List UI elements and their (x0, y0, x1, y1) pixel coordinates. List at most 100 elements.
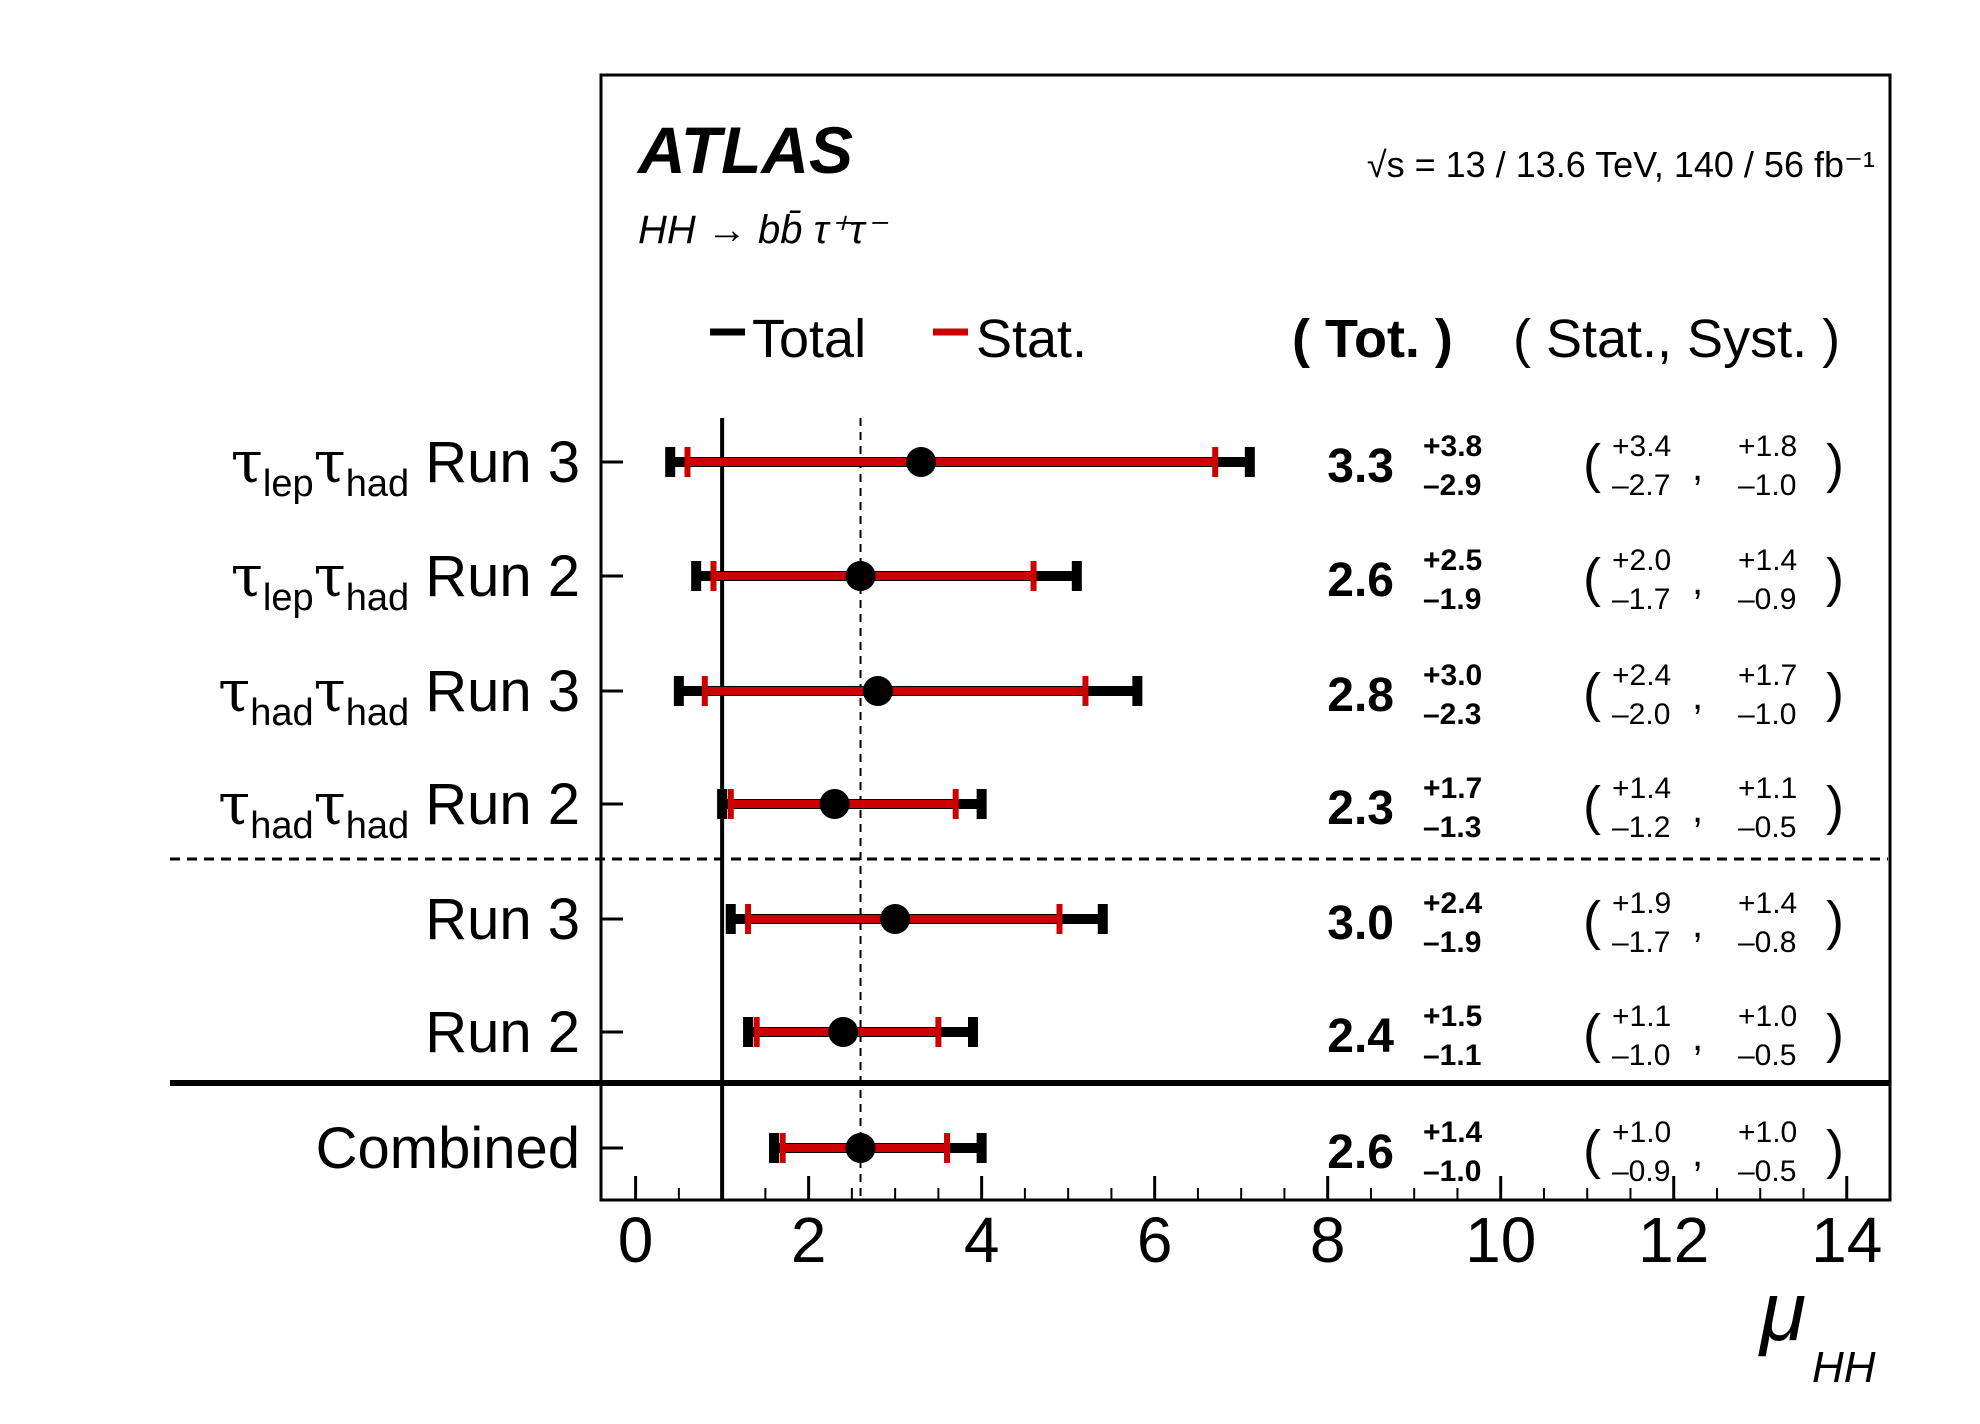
stat-down-label: –1.0 (1612, 1039, 1670, 1072)
syst-down-label: –1.0 (1738, 698, 1796, 731)
stat-up-label: +2.0 (1612, 544, 1671, 577)
paren-open: ( (1583, 1120, 1601, 1180)
measurement-row: τlepτhad Run 2 2.6 +2.5 –1.9 (+2.0 –1.7, +1.4 –… (231, 542, 1844, 619)
paren-close: ) (1826, 776, 1844, 836)
central-value-label: 2.6 (1327, 1126, 1394, 1179)
stat-up-label: +1.1 (1612, 1000, 1671, 1033)
stat-up-label: +1.4 (1612, 772, 1671, 805)
stat-up-label: +1.9 (1612, 887, 1671, 920)
stat-down-label: –2.0 (1612, 698, 1670, 731)
atlas-label: ATLAS (636, 113, 853, 187)
comma-separator: , (1692, 1131, 1703, 1175)
stat-down-label: –0.9 (1612, 1155, 1670, 1188)
syst-down-label: –0.5 (1738, 1039, 1796, 1072)
comma-separator: , (1692, 1015, 1703, 1059)
central-value-point (819, 789, 850, 819)
row-label: τlepτhad Run 3 (231, 428, 580, 505)
stat-up-label: +1.0 (1612, 1116, 1671, 1149)
paren-close: ) (1826, 434, 1844, 494)
comma-separator: , (1692, 559, 1703, 603)
total-up-label: +2.5 (1423, 544, 1482, 577)
stat-down-label: –1.7 (1612, 583, 1670, 616)
x-tick-label: 10 (1465, 1204, 1536, 1276)
row-label: τhadτhad Run 2 (218, 770, 580, 847)
paren-open: ( (1583, 776, 1601, 836)
total-up-label: +1.5 (1423, 1000, 1482, 1033)
stat-up-label: +2.4 (1612, 659, 1671, 692)
row-label: Run 3 (425, 887, 580, 952)
paren-close: ) (1826, 663, 1844, 723)
central-value-label: 2.4 (1327, 1010, 1394, 1063)
x-axis-label-subscript: HH (1812, 1343, 1876, 1392)
paren-open: ( (1583, 663, 1601, 723)
central-value-label: 2.8 (1327, 669, 1394, 722)
total-down-label: –2.3 (1423, 698, 1481, 731)
syst-down-label: –0.8 (1738, 926, 1796, 959)
central-value-point (828, 1017, 859, 1047)
syst-down-label: –0.5 (1738, 811, 1796, 844)
stat-down-label: –2.7 (1612, 469, 1670, 502)
legend-stat-label: Stat. (976, 309, 1087, 369)
paren-close: ) (1826, 1120, 1844, 1180)
measurement-row: τhadτhad Run 3 2.8 +3.0 –2.3 ( +2.4 –2.0, +1.7 –… (218, 657, 1844, 734)
comma-separator: , (1692, 674, 1703, 718)
central-value-point (880, 904, 911, 934)
total-up-label: +2.4 (1423, 887, 1483, 920)
paren-open: ( (1583, 1004, 1601, 1064)
stat-syst-column-header: ( Stat., Syst. ) (1513, 309, 1840, 369)
row-label: Run 2 (425, 1000, 580, 1065)
tot-column-header: ( Tot. ) (1292, 309, 1453, 369)
syst-up-label: +1.7 (1738, 659, 1797, 692)
syst-up-label: +1.4 (1738, 887, 1797, 920)
total-down-label: –2.9 (1423, 469, 1481, 502)
total-up-label: +3.0 (1423, 659, 1482, 692)
paren-close: ) (1826, 891, 1844, 951)
x-tick-label: 8 (1310, 1204, 1346, 1276)
row-label: τlepτhad Run 2 (231, 542, 580, 619)
central-value-label: 3.0 (1327, 897, 1394, 950)
x-tick-label: 4 (964, 1204, 1000, 1276)
measurement-row: Combined 2.6 +1.4 –1.0 ( +1.0 –0.9, +1.0 –0.5) (316, 1116, 1844, 1188)
stat-up-label: +3.4 (1612, 430, 1671, 463)
comma-separator: , (1692, 902, 1703, 946)
paren-open: ( (1583, 548, 1601, 608)
central-value-point (906, 447, 937, 477)
comma-separator: , (1692, 787, 1703, 831)
total-down-label: –1.0 (1423, 1155, 1481, 1188)
stat-down-label: –1.7 (1612, 926, 1670, 959)
total-up-label: +1.7 (1423, 772, 1482, 805)
x-tick-label: 0 (618, 1204, 654, 1276)
comma-separator: , (1692, 445, 1703, 489)
syst-down-label: –0.5 (1738, 1155, 1796, 1188)
x-tick-label: 12 (1638, 1204, 1709, 1276)
x-tick-label: 14 (1811, 1204, 1882, 1276)
syst-up-label: +1.0 (1738, 1116, 1797, 1149)
x-tick-label: 6 (1137, 1204, 1173, 1276)
measurement-row: τhadτhad Run 2 2.3 +1.7 –1.3 (+1.4 –1.2, +1.1 –… (218, 770, 1844, 847)
legend-total-label: Total (752, 309, 866, 369)
syst-up-label: +1.0 (1738, 1000, 1797, 1033)
row-label: Combined (316, 1116, 580, 1181)
total-down-label: –1.3 (1423, 811, 1481, 844)
measurement-row: Run 3 3.0 +2.4 –1.9 ( +1.9 –1.7, +1.4 –0.8) (425, 887, 1844, 959)
row-label: τhadτhad Run 3 (218, 657, 580, 734)
paren-open: ( (1583, 891, 1601, 951)
paren-open: ( (1583, 434, 1601, 494)
paren-close: ) (1826, 548, 1844, 608)
measurement-row: τlepτhad Run 3 3.3 +3.8 –2.9 (+3.4 –2.7, +1.8 –… (231, 428, 1844, 505)
measurement-row: Run 2 2.4 +1.5 –1.1 (+1.1 –1.0, +1.0 –0.5) (425, 1000, 1844, 1072)
central-value-label: 2.6 (1327, 554, 1394, 607)
stat-down-label: –1.2 (1612, 811, 1670, 844)
process-label: HH → bb̄ τ⁺τ⁻ (638, 208, 889, 252)
syst-up-label: +1.4 (1738, 544, 1797, 577)
x-axis-label: μ (1758, 1264, 1806, 1358)
total-down-label: –1.9 (1423, 926, 1481, 959)
total-up-label: +1.4 (1423, 1116, 1483, 1149)
plot-frame (599, 73, 1892, 1202)
syst-up-label: +1.1 (1738, 772, 1797, 805)
x-tick-label: 2 (791, 1204, 827, 1276)
total-down-label: –1.9 (1423, 583, 1481, 616)
central-value-point (862, 676, 893, 706)
paren-close: ) (1826, 1004, 1844, 1064)
